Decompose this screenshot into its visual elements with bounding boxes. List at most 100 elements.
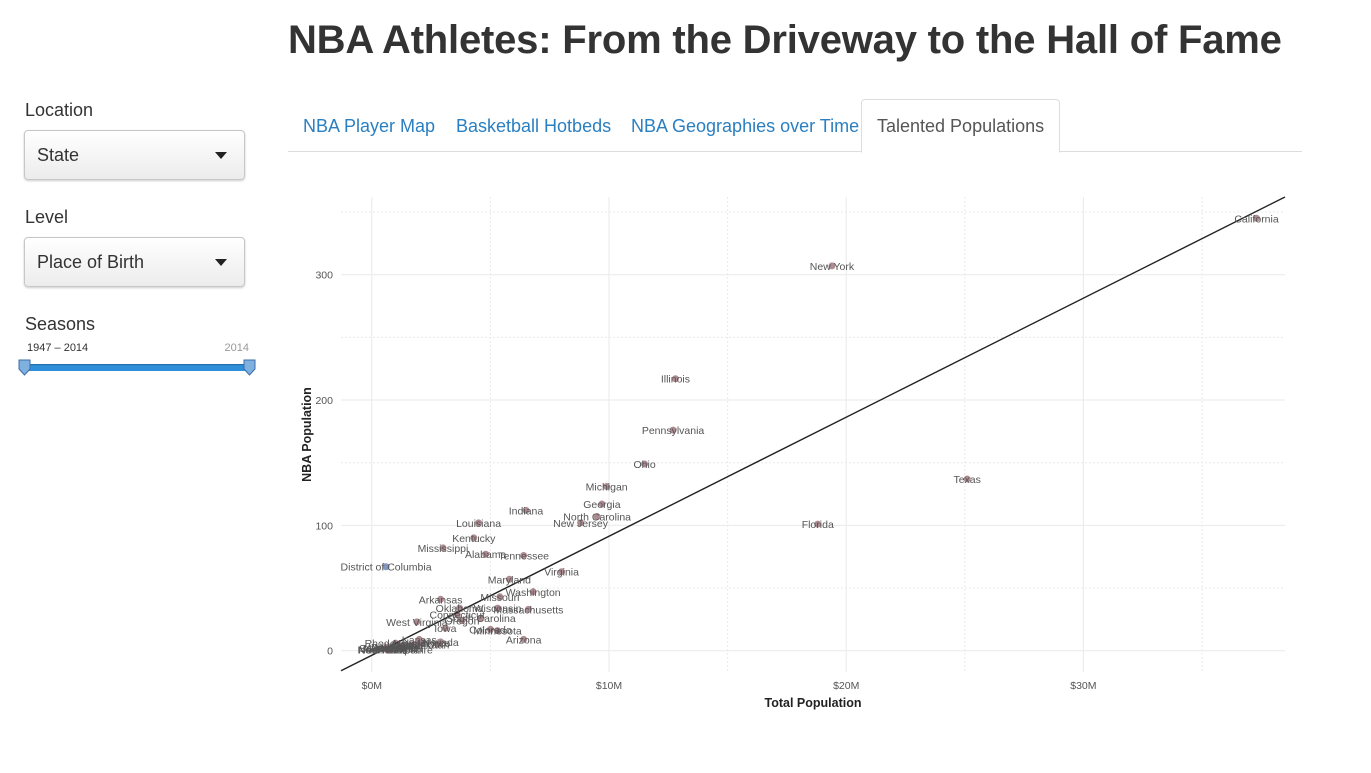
data-point-label: Wisconsin xyxy=(474,603,522,615)
caret-down-icon xyxy=(215,152,227,159)
data-point xyxy=(593,513,601,521)
data-point xyxy=(524,605,532,613)
seasons-range-readout: 1947 – 2014 xyxy=(27,342,89,354)
data-point xyxy=(475,519,483,527)
chart-grid xyxy=(341,197,1285,672)
data-point-label: Rhode Island xyxy=(365,638,427,650)
location-label: Location xyxy=(25,100,94,120)
y-tick-label: 200 xyxy=(315,395,333,407)
data-point-label: Nevada xyxy=(423,637,459,649)
seasons-max-readout: 2014 xyxy=(224,342,249,354)
data-point xyxy=(413,618,421,626)
y-tick-label: 300 xyxy=(315,270,333,282)
data-point-label: Florida xyxy=(802,519,834,531)
tab-basketball-hotbeds[interactable]: Basketball Hotbeds xyxy=(456,116,612,136)
data-point xyxy=(1253,214,1261,222)
sidebar: Location State Level Place of Birth Seas… xyxy=(18,100,256,386)
data-point-label: Connecticut xyxy=(429,609,485,621)
y-tick-label: 0 xyxy=(327,646,333,658)
data-point xyxy=(477,614,485,622)
seasons-slider-track[interactable] xyxy=(24,364,250,371)
data-point-label: North Carolina xyxy=(563,512,631,524)
data-point xyxy=(406,642,414,650)
data-point-label: North Dakota xyxy=(357,644,419,656)
seasons-slider-handle-min[interactable] xyxy=(18,359,31,376)
data-point-label: Indiana xyxy=(509,505,544,517)
data-point-label: West Virginia xyxy=(386,617,448,629)
data-point-label: District of Columbia xyxy=(341,562,432,574)
data-point xyxy=(529,588,537,596)
y-tick-label: 100 xyxy=(315,520,333,532)
level-label: Level xyxy=(25,207,69,227)
level-select-value: Place of Birth xyxy=(37,252,145,272)
trend-line xyxy=(340,196,1286,672)
data-point xyxy=(603,483,611,491)
data-point-label: Michigan xyxy=(586,482,628,494)
data-point xyxy=(520,551,528,559)
data-point-label: Maine xyxy=(391,642,420,654)
data-point xyxy=(486,625,494,633)
data-point-label: South Dakota xyxy=(359,643,423,655)
tab-bar: NBA Player Map Basketball Hotbeds NBA Ge… xyxy=(288,99,1302,153)
data-point xyxy=(577,519,585,527)
level-select[interactable]: Place of Birth xyxy=(24,237,245,287)
x-axis-title: Total Population xyxy=(765,696,862,710)
data-point-label: Minnesota xyxy=(473,626,522,638)
data-point xyxy=(439,544,447,552)
data-point xyxy=(458,617,466,625)
data-point xyxy=(598,500,606,508)
x-tick-label: $0M xyxy=(362,680,382,692)
data-point-label: Alaska xyxy=(373,642,405,654)
seasons-slider[interactable]: 1947 – 2014 2014 xyxy=(18,342,256,386)
data-point xyxy=(520,635,528,643)
chart-axes: $0M $10M $20M $30M 0 100 200 300 Total Populatio… xyxy=(300,270,1097,710)
data-point xyxy=(505,575,513,583)
x-tick-label: $10M xyxy=(596,680,622,692)
data-point-label: Delaware xyxy=(371,642,416,654)
data-point xyxy=(522,506,530,514)
data-point-label: Iowa xyxy=(434,623,456,635)
tab-nba-player-map[interactable]: NBA Player Map xyxy=(303,116,436,136)
data-point-label: Vermont xyxy=(367,644,406,656)
data-point-label: Oklahoma xyxy=(436,603,484,615)
tab-nba-geographies-over-time[interactable]: NBA Geographies over Time xyxy=(631,116,860,136)
location-select[interactable]: State xyxy=(24,130,245,180)
data-point xyxy=(470,534,478,542)
data-point-label: Montana xyxy=(375,643,416,655)
data-point-label: California xyxy=(1234,213,1279,225)
tab-talented-populations[interactable]: Talented Populations xyxy=(861,99,1061,153)
data-point-label: Virginia xyxy=(544,567,579,579)
caret-down-icon xyxy=(215,259,227,266)
data-point xyxy=(671,375,679,383)
data-point-label: Georgia xyxy=(583,499,621,511)
data-point-label: Idaho xyxy=(397,641,423,653)
data-point xyxy=(558,568,566,576)
data-point-label: Pennsylvania xyxy=(642,425,705,437)
data-point-label: Arkansas xyxy=(419,594,463,606)
data-point-label: Nebraska xyxy=(392,639,437,651)
data-point xyxy=(437,595,445,603)
data-point-label: Alabama xyxy=(465,549,507,561)
data-point-label: Ohio xyxy=(634,459,656,471)
data-point-label: Mississippi xyxy=(418,543,469,555)
data-point xyxy=(963,475,971,483)
data-point-label: Oregon xyxy=(444,616,479,628)
data-point-label: Illinois xyxy=(661,374,690,386)
data-point-label: Kentucky xyxy=(452,533,496,545)
data-point-label: New Jersey xyxy=(553,518,609,530)
data-point-label: Louisiana xyxy=(456,518,501,530)
data-point xyxy=(434,640,442,648)
seasons-label: Seasons xyxy=(25,314,96,334)
seasons-slider-handle-max[interactable] xyxy=(243,359,256,376)
data-point-label: New Hampshire xyxy=(358,644,433,656)
data-point-label: Maryland xyxy=(488,574,531,586)
data-point xyxy=(641,460,649,468)
data-point xyxy=(496,593,504,601)
data-point xyxy=(669,426,677,434)
x-tick-label: $20M xyxy=(833,680,859,692)
data-point xyxy=(828,262,836,270)
data-point-label: Tennessee xyxy=(498,550,549,562)
data-point-label: Missouri xyxy=(480,592,519,604)
data-point-label: Massachusetts xyxy=(493,604,563,616)
